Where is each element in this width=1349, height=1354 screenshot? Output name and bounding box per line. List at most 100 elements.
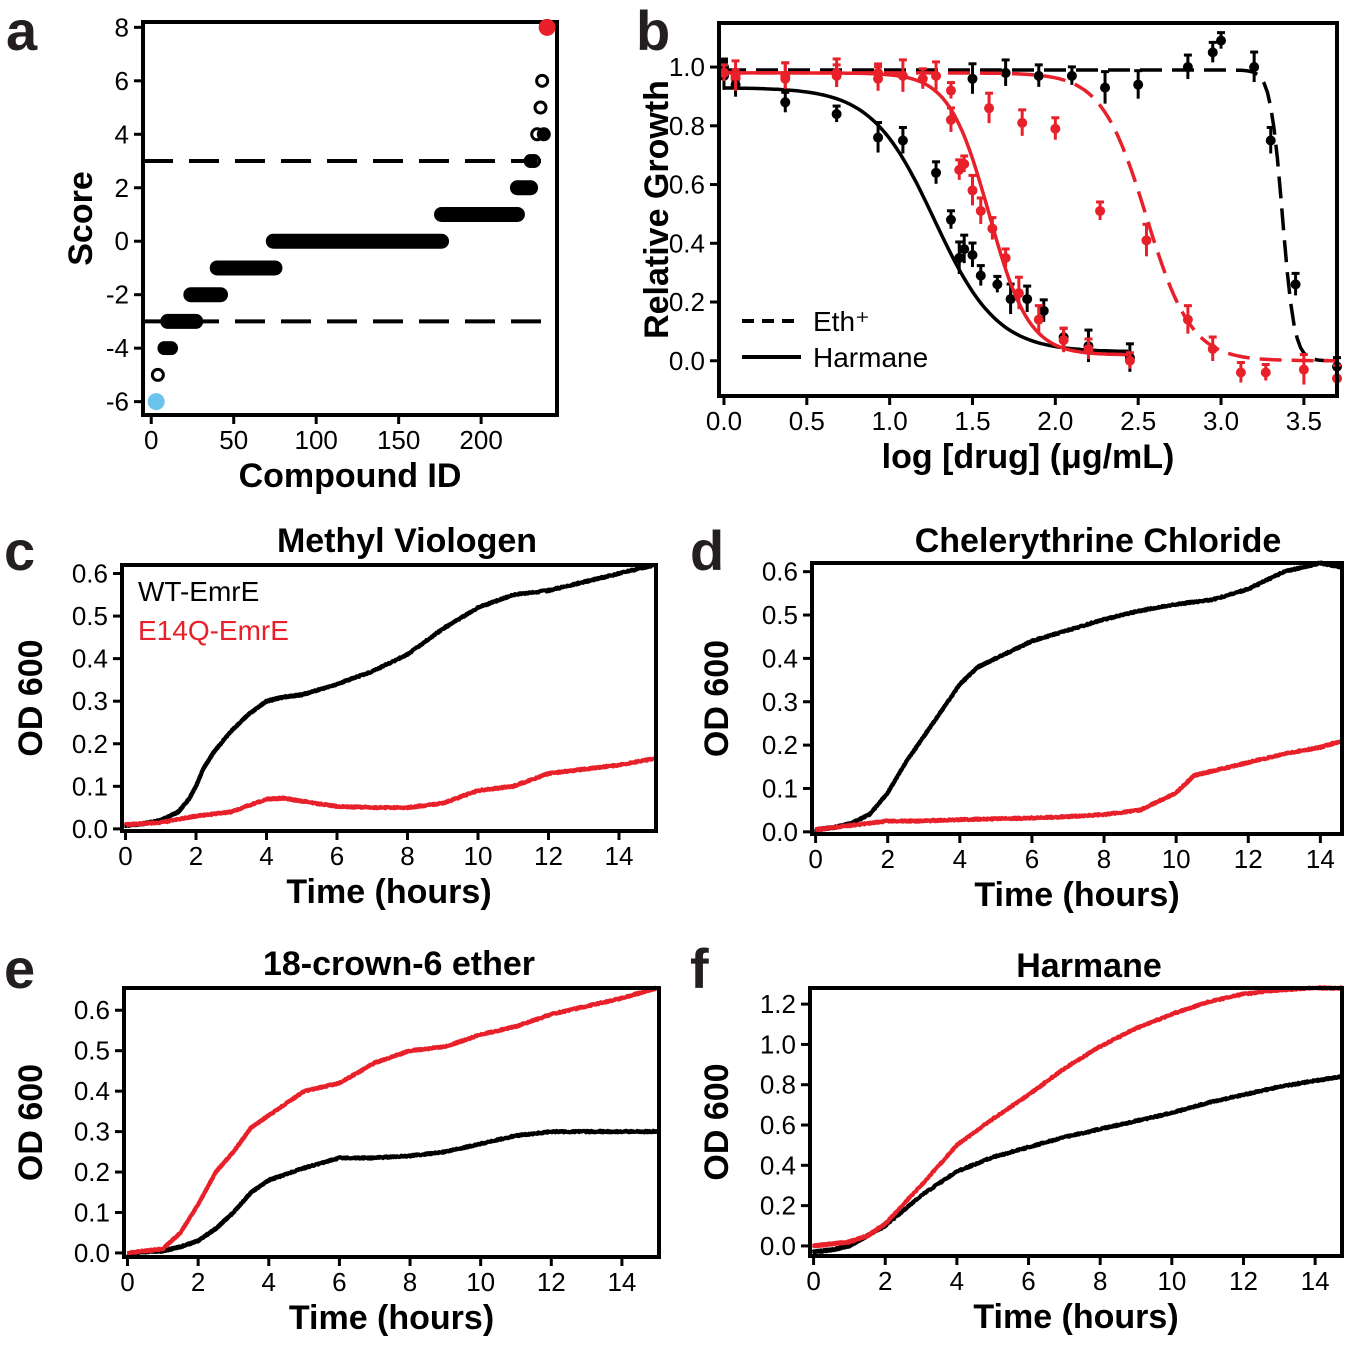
panel-e-xtick-label: 4 [262, 1267, 276, 1297]
panel-b-data-point [1000, 252, 1011, 263]
panel-b-xtick-label: 2.5 [1120, 406, 1156, 436]
panel-d-ytick-label: 0.0 [762, 817, 798, 847]
panel-a-open-point [533, 100, 548, 115]
panel-letter-c: c [4, 519, 35, 582]
panel-b-data-point [1265, 135, 1276, 146]
panel-a-xtick-label: 100 [294, 425, 337, 455]
panel-b-dose-response-plot: 0.0 0.5 1.0 1.5 2.0 2.5 3.0 3.5 0.0 0.2 0.4 0.6 0.8 1… [638, 21, 1342, 476]
panel-d-ytick-label: 0.6 [762, 557, 798, 587]
panel-c-x-axis-label: Time (hours) [286, 873, 491, 911]
panel-d-y-axis-label: OD 600 [698, 640, 736, 757]
panel-b-data-point [931, 70, 942, 81]
panel-a-ytick-label: 0 [115, 226, 129, 256]
panel-c-xtick-label: 12 [534, 841, 563, 871]
panel-b-data-point [1050, 123, 1061, 134]
panel-b-data-point [780, 97, 791, 108]
panel-b-data-point [780, 70, 791, 81]
panel-b-data-point [967, 185, 978, 196]
panel-b-data-point [1182, 62, 1193, 73]
panel-f-ytick-label: 1.2 [760, 989, 796, 1019]
panel-e-ytick-label: 0.0 [74, 1238, 110, 1268]
panel-a-extreme-point [147, 393, 165, 411]
panel-b-data-point [945, 214, 956, 225]
panel-a-filled-point [536, 127, 551, 142]
panel-f-ytick-label: 0.2 [760, 1191, 796, 1221]
panel-c-title: Methyl Viologen [277, 522, 537, 560]
panel-a-xtick-label: 50 [219, 425, 248, 455]
panel-a-ytick-label: 2 [115, 173, 129, 203]
panel-b-data-point [967, 250, 978, 261]
panel-b-ytick-label: 1.0 [669, 52, 705, 82]
panel-a-plot-frame [141, 20, 559, 417]
panel-c-ytick-label: 0.3 [72, 686, 108, 716]
panel-e-xtick-label: 12 [537, 1267, 566, 1297]
panel-f-ytick-label: 0.0 [760, 1231, 796, 1261]
panel-e-xtick-label: 6 [332, 1267, 346, 1297]
panel-c-xtick-label: 2 [189, 841, 203, 871]
panel-a-ytick-label: 4 [115, 119, 129, 149]
panel-e-ytick-label: 0.4 [74, 1076, 110, 1106]
panel-f-y-axis-label: OD 600 [698, 1063, 736, 1180]
panel-e-growth-plot: 0 2 4 6 8 10 12 14 0.0 0.1 0.2 0.3 0.4 0.5 0.6 Time (ho… [12, 985, 661, 1337]
panel-b-data-point [831, 109, 842, 120]
panel-b-data-point [1207, 344, 1218, 355]
panel-e-xtick-label: 2 [191, 1267, 205, 1297]
panel-f-xtick-label: 2 [878, 1266, 892, 1296]
panel-b-data-point [1000, 67, 1011, 78]
panel-a-extreme-point [538, 18, 556, 36]
panel-letter-b: b [636, 0, 670, 62]
panel-b-data-point [1017, 117, 1028, 128]
panel-f-title: Harmane [1016, 947, 1162, 985]
panel-b-data-point [945, 114, 956, 125]
panel-a-ytick-label: -6 [106, 387, 129, 417]
panel-b-data-point [1249, 62, 1260, 73]
panel-d-growth-plot: 0 2 4 6 8 10 12 14 0.0 0.1 0.2 0.3 0.4 0.5 0.6 Time (ho… [698, 557, 1344, 914]
panel-e-xtick-label: 10 [466, 1267, 495, 1297]
panel-d-xtick-label: 14 [1306, 844, 1335, 874]
panel-d-plot-frame [810, 561, 1344, 836]
panel-a-ytick-label: 8 [115, 12, 129, 42]
panel-c-growth-plot: 0 2 4 6 8 10 12 14 0.0 0.1 0.2 0.3 0.4 0.5 0.6 Time (ho… [12, 559, 658, 911]
panel-b-data-point [1216, 35, 1227, 46]
panel-f-curve-e14q [811, 985, 1344, 1249]
panel-c-xtick-label: 10 [464, 841, 493, 871]
panel-c-ytick-label: 0.1 [72, 771, 108, 801]
panel-b-data-point [1033, 70, 1044, 81]
panel-b-data-point [831, 70, 842, 81]
panel-e-x-axis-label: Time (hours) [289, 1299, 494, 1337]
panel-d-curve-wt [813, 560, 1344, 833]
panel-c-xtick-label: 0 [118, 841, 132, 871]
panel-b-data-point [975, 205, 986, 216]
panel-c-xtick-label: 8 [400, 841, 414, 871]
panel-a-open-point [150, 367, 165, 382]
panel-c-xtick-label: 14 [605, 841, 634, 871]
panel-b-data-point [1066, 70, 1077, 81]
panel-b-legend-eth: Eth⁺ [813, 306, 870, 337]
panel-b-data-point [1207, 47, 1218, 58]
panel-e-ytick-label: 0.6 [74, 995, 110, 1025]
panel-b-xtick-label: 0.0 [706, 406, 742, 436]
panel-c-y-axis-label: OD 600 [12, 639, 50, 756]
panel-d-xtick-label: 2 [880, 844, 894, 874]
panel-c-ytick-label: 0.6 [72, 559, 108, 589]
panel-f-ytick-label: 0.4 [760, 1150, 796, 1180]
panel-e-ytick-label: 0.1 [74, 1198, 110, 1228]
panel-b-xtick-label: 1.5 [954, 406, 990, 436]
panel-b-ytick-label: 0.2 [669, 287, 705, 317]
panel-f-xtick-label: 4 [950, 1266, 964, 1296]
panel-b-data-point [897, 135, 908, 146]
panel-b-data-point [1033, 314, 1044, 325]
panel-c-curve-wt [123, 562, 656, 829]
panel-b-data-point [984, 103, 995, 114]
panel-f-ytick-label: 0.8 [760, 1070, 796, 1100]
panel-b-data-point [718, 67, 729, 78]
panel-a-filled-point [164, 341, 179, 356]
panel-b-xtick-label: 3.5 [1286, 406, 1322, 436]
panel-b-xtick-label: 3.0 [1203, 406, 1239, 436]
panel-c-plot-frame [120, 563, 658, 833]
panel-d-ytick-label: 0.2 [762, 730, 798, 760]
panel-f-ytick-label: 1.0 [760, 1029, 796, 1059]
panel-b-ytick-label: 0.4 [669, 228, 705, 258]
panel-f-xtick-label: 12 [1229, 1266, 1258, 1296]
panel-b-data-point [992, 279, 1003, 290]
